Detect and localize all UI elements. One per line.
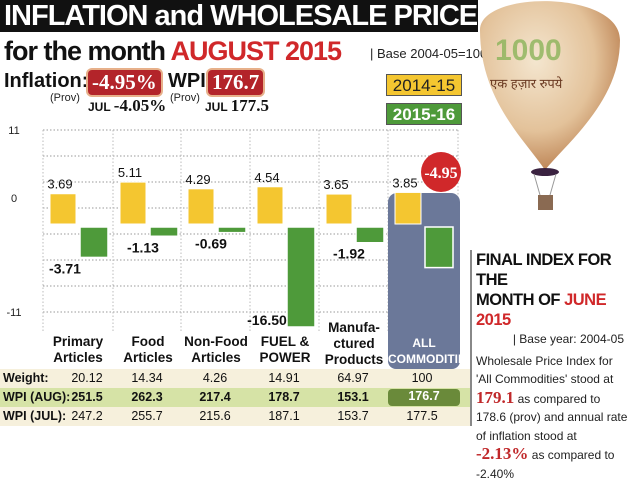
table-cell: 153.1 [319,390,387,404]
wpi-jul-value: 177.5 [231,96,269,115]
bar-label-2015-16: -3.71 [49,260,81,276]
bar-2015-16 [80,227,108,257]
bar-label-2014-15: 3.69 [47,177,72,192]
table-cell: 4.26 [181,371,249,385]
bar-label-2015-16: -4.95 [424,165,457,182]
bar-chart: 11 0 -11 3.69 -3.71 5.11 -1.13 4.29 -0.69 4.54 -16… [0,118,470,333]
subtitle-prefix: for the month [4,36,165,66]
side-title-prefix: MONTH OF [476,291,560,309]
jul-label: JUL [205,100,227,114]
bar-2015-16 [150,227,178,236]
table-cell: 247.2 [53,409,121,423]
table-cell: 178.7 [250,390,318,404]
bar-2015-16 [218,227,246,233]
bar-label-2014-15: 5.11 [118,165,142,180]
table-cell: 64.97 [319,371,387,385]
jul-label: JUL [88,100,110,114]
table-cell: 176.7 [388,389,460,406]
side-title-line1: FINAL INDEX FOR THE [476,251,611,289]
wpi-prov: (Prov) [170,92,200,104]
table-cell: 187.1 [250,409,318,423]
bar-2014-15 [326,194,352,224]
bar-2014-15 [120,182,146,224]
bar-label-2015-16: -1.92 [333,246,365,262]
wpi-jul: JUL 177.5 [205,96,269,116]
currency-balloon-illustration: 1000 एक हज़ार रुपये [470,0,628,215]
divider [470,250,472,426]
wpi-label: WPI: [168,70,212,93]
bar-2014-15 [188,189,214,224]
bar-2015-16 [356,227,384,243]
svg-text:एक हज़ार रुपये: एक हज़ार रुपये [490,76,563,91]
side-text1: Wholesale Price Index for 'All Commoditi… [476,354,613,387]
bar-2014-15 [395,192,421,224]
bar-2015-16 [287,227,315,327]
legend-2014-15: 2014-15 [386,74,462,96]
bar-2015-16 [425,227,453,268]
side-value1: 179.1 [476,388,514,407]
table-cell: 14.34 [113,371,181,385]
category-label: Non-Food Articles [181,334,251,366]
category-label: Manufa- ctured Products [319,320,389,368]
y-tick-label: 11 [8,125,19,137]
bar-label-2015-16: -0.69 [195,236,227,252]
bar-label-2015-16: -16.50 [247,312,287,328]
table-cell: 217.4 [181,390,249,404]
bar-label-2014-15: 4.29 [185,172,210,187]
table-cell: 153.7 [319,409,387,423]
side-base: | Base year: 2004-05 [476,330,628,349]
table-cell: 255.7 [113,409,181,423]
bar-label-2014-15: 3.65 [323,177,348,192]
side-text: Wholesale Price Index for 'All Commoditi… [476,352,628,483]
inflation-prov: (Prov) [50,92,80,104]
svg-text:1000: 1000 [495,34,562,67]
bar-label-2014-15: 3.85 [392,175,417,190]
table-cell: 14.91 [250,371,318,385]
category-label: Food Articles [113,334,183,366]
bar-label-2015-16: -1.13 [127,239,159,255]
category-label: Primary Articles [43,334,113,366]
subtitle: for the month AUGUST 2015 [4,36,341,67]
side-value2: -2.13% [476,444,528,463]
table-cell: 215.6 [181,409,249,423]
table-cell: 20.12 [53,371,121,385]
main-title: INFLATION and WHOLESALE PRICE INDEX [0,0,478,32]
subtitle-month: AUGUST 2015 [170,36,341,66]
inflation-jul: JUL -4.05% [88,96,166,116]
table-cell: 100 [388,371,456,385]
table-cell: 177.5 [388,409,456,423]
table-cell: 251.5 [53,390,121,404]
inflation-jul-value: -4.05% [114,96,166,115]
inflation-label: Inflation: [4,70,88,93]
table-cell: 262.3 [113,390,181,404]
y-tick-label: -11 [6,307,21,319]
bar-2014-15 [257,187,283,224]
bar-label-2014-15: 4.54 [254,170,279,185]
category-label: FUEL & POWER [250,334,320,366]
category-label: ALL COMMODITIES [388,333,460,369]
y-tick-label: 0 [11,193,17,205]
inflation-value: -4.95% [88,70,161,95]
row-label: Weight: [3,371,49,385]
wpi-value: 176.7 [208,70,263,95]
bar-2014-15 [50,194,76,224]
